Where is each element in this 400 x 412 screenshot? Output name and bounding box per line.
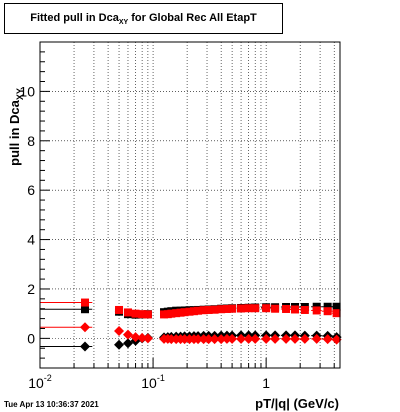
- data-point: [228, 304, 237, 313]
- data-point: [270, 333, 281, 344]
- data-point: [291, 305, 300, 314]
- data-point: [130, 332, 141, 343]
- y-tick-label: 0: [27, 330, 35, 346]
- y-axis-label: pull in DcaXY: [7, 88, 25, 166]
- data-point: [79, 322, 90, 333]
- data-point: [262, 304, 271, 313]
- data-point: [199, 306, 208, 315]
- data-point: [115, 305, 124, 314]
- data-point: [323, 302, 332, 311]
- data-point: [79, 341, 90, 352]
- chart-title-box: Fitted pull in DcaXY for Global Rec All …: [4, 3, 283, 34]
- data-point: [123, 308, 132, 317]
- data-point: [180, 308, 189, 317]
- data-point: [122, 329, 133, 340]
- x-tick-label: 10-1: [141, 373, 165, 391]
- data-point: [299, 333, 310, 344]
- data-point: [271, 304, 280, 313]
- data-point: [227, 333, 238, 344]
- chart-title-subscript: XY: [118, 19, 129, 27]
- data-point: [322, 334, 333, 345]
- chart-title-main: Fitted pull in Dca: [30, 12, 119, 24]
- data-point: [281, 333, 292, 344]
- data-point: [236, 333, 247, 344]
- data-point: [323, 307, 332, 316]
- data-series: [40, 298, 342, 352]
- x-axis-label: pT/|q| (GeV/c): [255, 396, 339, 411]
- data-point: [167, 309, 176, 318]
- y-tick-label: 6: [27, 182, 35, 198]
- x-tick-label: 1: [262, 375, 270, 391]
- data-point: [194, 306, 203, 315]
- data-point: [251, 304, 260, 313]
- data-point: [209, 334, 220, 345]
- data-point: [216, 334, 227, 345]
- series-1: [40, 298, 341, 319]
- data-point: [210, 305, 219, 314]
- data-point: [217, 305, 226, 314]
- data-point: [172, 309, 181, 318]
- data-point: [243, 333, 254, 344]
- y-tick-label: 4: [27, 232, 35, 248]
- chart-title-rest: for Global Rec All EtapT: [128, 12, 257, 24]
- grid: [40, 42, 340, 368]
- timestamp: Tue Apr 13 10:36:37 2021: [4, 400, 99, 409]
- data-point: [290, 333, 301, 344]
- data-point: [122, 338, 133, 349]
- data-point: [143, 310, 152, 319]
- data-point: [331, 334, 342, 345]
- y-tick-label: 8: [27, 133, 35, 149]
- data-point: [138, 310, 147, 319]
- data-point: [250, 333, 261, 344]
- y-axis-label-main: pull in Dca: [7, 99, 22, 166]
- data-point: [332, 302, 341, 311]
- data-point: [332, 309, 341, 318]
- data-point: [237, 304, 246, 313]
- data-point: [244, 304, 253, 313]
- plot-frame: [39, 41, 341, 369]
- series-3: [40, 322, 342, 345]
- data-point: [189, 307, 198, 316]
- y-tick-label: 2: [27, 281, 35, 297]
- data-point: [80, 298, 89, 307]
- x-tick-label: 10-2: [28, 373, 52, 391]
- y-axis-label-sub: XY: [15, 88, 25, 100]
- data-point: [203, 334, 214, 345]
- data-point: [80, 305, 89, 314]
- data-point: [176, 308, 185, 317]
- data-point: [300, 305, 309, 314]
- data-point: [114, 339, 125, 350]
- data-point: [137, 332, 148, 343]
- chart-title: Fitted pull in DcaXY for Global Rec All …: [5, 12, 282, 26]
- data-point: [131, 309, 140, 318]
- data-point: [221, 333, 232, 344]
- data-point: [114, 325, 125, 336]
- data-point: [193, 334, 204, 345]
- data-point: [185, 307, 194, 316]
- data-point: [312, 306, 321, 315]
- data-point: [222, 304, 231, 313]
- data-point: [282, 304, 291, 313]
- y-tick-label: 10: [19, 83, 35, 99]
- data-point: [311, 333, 322, 344]
- data-point: [204, 305, 213, 314]
- data-point: [261, 333, 272, 344]
- data-point: [142, 333, 153, 344]
